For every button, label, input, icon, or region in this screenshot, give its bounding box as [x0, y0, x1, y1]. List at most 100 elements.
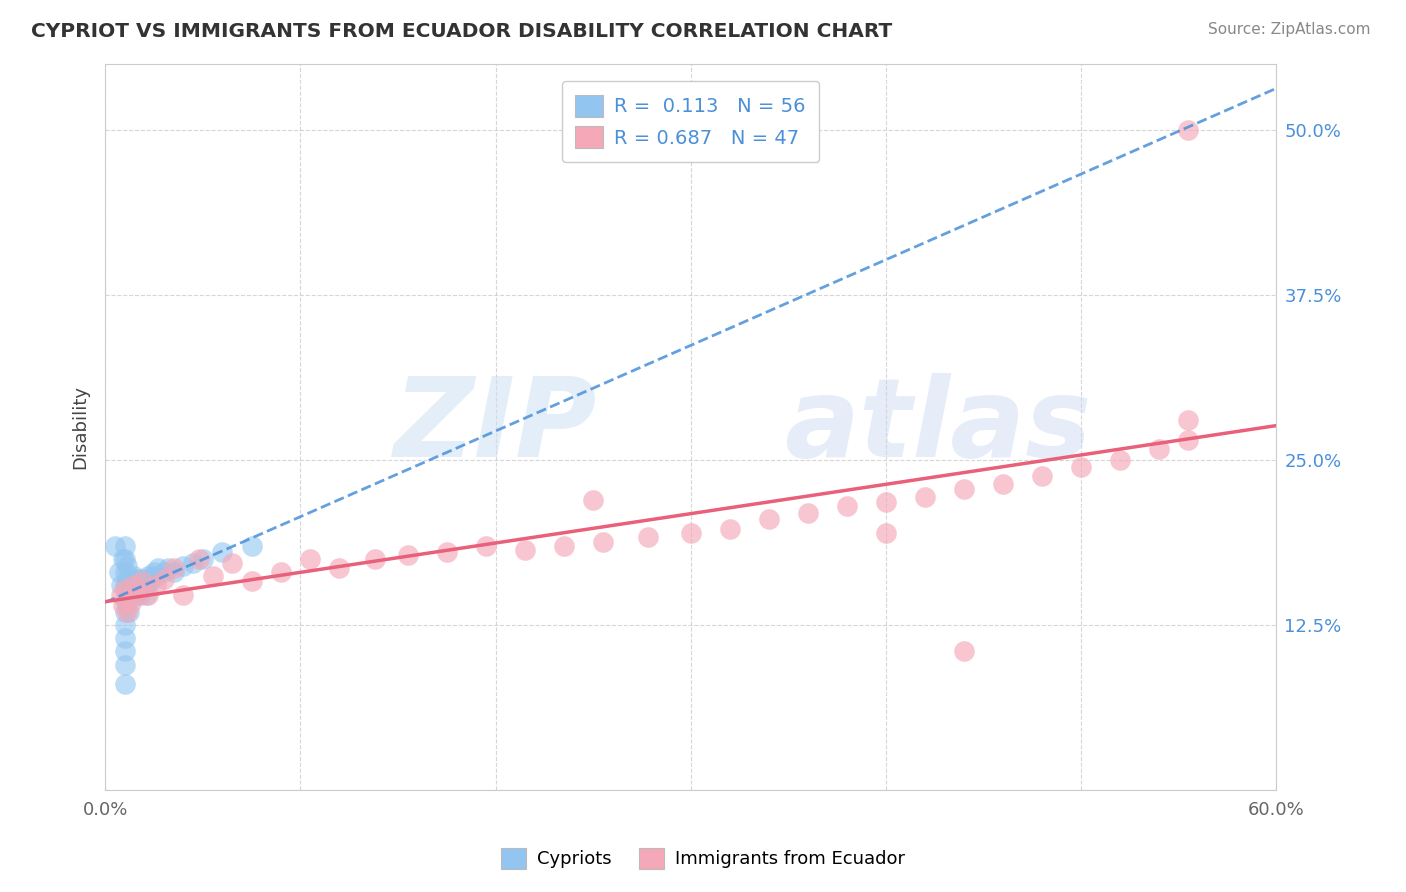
Point: [114, 578, 136, 592]
Point: [108, 565, 131, 579]
Point: [914, 490, 936, 504]
Point: [125, 578, 148, 592]
Point: [129, 588, 152, 602]
Point: [240, 574, 263, 589]
Point: [679, 525, 702, 540]
Point: [136, 578, 159, 592]
Point: [637, 529, 659, 543]
Point: [513, 542, 536, 557]
Point: [135, 578, 157, 592]
Point: [131, 582, 153, 597]
Point: [363, 552, 385, 566]
Point: [136, 569, 159, 583]
Point: [270, 565, 292, 579]
Point: [135, 588, 157, 602]
Point: [114, 582, 136, 597]
Point: [110, 588, 132, 602]
Point: [758, 512, 780, 526]
Point: [114, 677, 136, 691]
Point: [120, 595, 142, 609]
Point: [1177, 413, 1199, 427]
Point: [115, 558, 138, 573]
Point: [436, 545, 458, 559]
Point: [1177, 123, 1199, 137]
Point: [127, 572, 149, 586]
Point: [1147, 442, 1170, 457]
Point: [115, 605, 138, 619]
Point: [129, 578, 152, 592]
Point: [131, 574, 153, 589]
Point: [582, 492, 605, 507]
Point: [111, 552, 134, 566]
Point: [201, 569, 224, 583]
Point: [124, 569, 146, 583]
Point: [117, 591, 139, 606]
Point: [553, 539, 575, 553]
Point: [124, 585, 146, 599]
Point: [114, 644, 136, 658]
Point: [120, 574, 142, 589]
Point: [114, 565, 136, 579]
Point: [145, 578, 167, 592]
Point: [124, 578, 146, 592]
Point: [191, 552, 214, 566]
Point: [162, 565, 184, 579]
Point: [221, 556, 243, 570]
Y-axis label: Disability: Disability: [72, 385, 89, 469]
Point: [114, 539, 136, 553]
Text: CYPRIOT VS IMMIGRANTS FROM ECUADOR DISABILITY CORRELATION CHART: CYPRIOT VS IMMIGRANTS FROM ECUADOR DISAB…: [31, 22, 893, 41]
Point: [115, 585, 138, 599]
Point: [474, 539, 496, 553]
Text: ZIP: ZIP: [394, 374, 598, 481]
Point: [121, 588, 143, 602]
Point: [141, 569, 163, 583]
Point: [1109, 453, 1132, 467]
Point: [240, 539, 263, 553]
Point: [796, 506, 818, 520]
Point: [187, 552, 209, 566]
Point: [134, 572, 156, 586]
Point: [299, 552, 322, 566]
Point: [117, 574, 139, 589]
Point: [953, 644, 976, 658]
Point: [991, 476, 1014, 491]
Point: [1031, 468, 1053, 483]
Point: [835, 499, 858, 513]
Point: [718, 522, 741, 536]
Point: [134, 578, 156, 592]
Point: [953, 482, 976, 496]
Point: [875, 525, 897, 540]
Point: [172, 558, 194, 573]
Point: [162, 561, 184, 575]
Point: [114, 591, 136, 606]
Point: [172, 588, 194, 602]
Point: [121, 572, 143, 586]
Point: [117, 605, 139, 619]
Point: [127, 588, 149, 602]
Point: [125, 588, 148, 602]
Point: [146, 561, 169, 575]
Point: [592, 534, 614, 549]
Point: [181, 556, 204, 570]
Point: [152, 572, 174, 586]
Legend: R =  0.113   N = 56, R = 0.687   N = 47: R = 0.113 N = 56, R = 0.687 N = 47: [562, 81, 820, 162]
Point: [152, 565, 174, 579]
Point: [114, 605, 136, 619]
Point: [124, 574, 146, 589]
Point: [156, 561, 179, 575]
Point: [211, 545, 233, 559]
Point: [1070, 459, 1092, 474]
Point: [127, 585, 149, 599]
Point: [875, 495, 897, 509]
Point: [124, 578, 146, 592]
Point: [110, 578, 132, 592]
Text: atlas: atlas: [785, 374, 1091, 481]
Point: [111, 598, 134, 612]
Point: [115, 598, 138, 612]
Text: Source: ZipAtlas.com: Source: ZipAtlas.com: [1208, 22, 1371, 37]
Point: [139, 574, 162, 589]
Point: [114, 618, 136, 632]
Point: [396, 548, 419, 562]
Point: [115, 572, 138, 586]
Point: [104, 539, 127, 553]
